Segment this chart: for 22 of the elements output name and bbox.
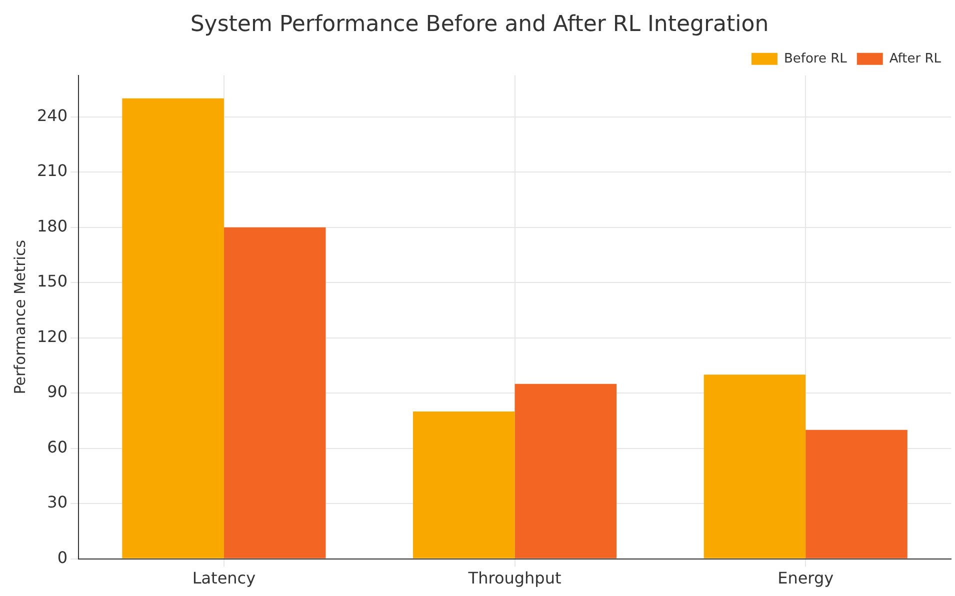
y-tick-label: 0 <box>57 548 68 567</box>
x-tick-label: Latency <box>192 568 256 588</box>
chart-title: System Performance Before and After RL Integration <box>190 12 769 37</box>
legend-label: Before RL <box>784 51 848 66</box>
bar <box>514 384 617 558</box>
y-tick-label: 150 <box>36 272 68 291</box>
x-tick-label: Energy <box>778 568 834 588</box>
y-tick-label: 30 <box>47 492 68 512</box>
y-tick-label: 120 <box>36 326 68 346</box>
y-tick-label: 90 <box>47 382 68 402</box>
y-tick-label: 60 <box>47 437 68 456</box>
y-axis-title: Performance Metrics <box>10 240 29 394</box>
bar <box>806 430 908 558</box>
y-tick-label: 240 <box>36 106 68 125</box>
bar <box>704 374 806 558</box>
bar <box>412 411 515 558</box>
legend-label: After RL <box>889 51 942 66</box>
x-tick-label: Throughput <box>467 568 562 588</box>
y-tick-label: 210 <box>36 161 68 180</box>
bar <box>122 98 224 558</box>
bar <box>224 227 326 558</box>
y-tick-label: 180 <box>36 216 68 236</box>
